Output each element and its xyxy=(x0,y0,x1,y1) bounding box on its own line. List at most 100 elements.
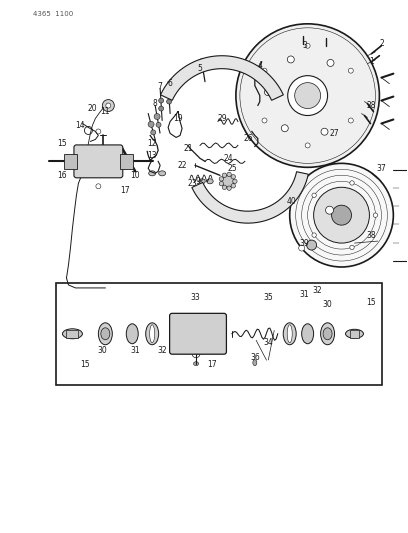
Circle shape xyxy=(326,206,334,214)
Text: 5: 5 xyxy=(197,64,202,73)
Circle shape xyxy=(350,245,354,249)
Polygon shape xyxy=(192,172,308,223)
Ellipse shape xyxy=(283,323,296,345)
Text: 30: 30 xyxy=(323,301,333,309)
Text: 23: 23 xyxy=(187,179,197,188)
Text: 9: 9 xyxy=(195,177,200,186)
Circle shape xyxy=(327,60,334,67)
Text: 31: 31 xyxy=(131,346,140,355)
Text: 37: 37 xyxy=(377,164,386,173)
Text: 20: 20 xyxy=(88,104,97,113)
Ellipse shape xyxy=(324,45,328,51)
Circle shape xyxy=(96,184,101,189)
Text: 33: 33 xyxy=(190,293,200,302)
Circle shape xyxy=(373,213,378,217)
Bar xyxy=(120,154,133,169)
Text: 31: 31 xyxy=(300,290,310,300)
Circle shape xyxy=(262,68,267,73)
Ellipse shape xyxy=(302,324,314,344)
Text: 38: 38 xyxy=(367,231,376,240)
Ellipse shape xyxy=(253,360,257,366)
Circle shape xyxy=(348,118,353,123)
Ellipse shape xyxy=(101,328,110,340)
Text: 26: 26 xyxy=(243,134,253,143)
Circle shape xyxy=(240,28,375,163)
Circle shape xyxy=(288,76,328,116)
Text: 29: 29 xyxy=(217,114,227,123)
Ellipse shape xyxy=(150,325,155,343)
Text: 10: 10 xyxy=(131,171,140,180)
Circle shape xyxy=(159,106,164,111)
Circle shape xyxy=(219,177,224,181)
Ellipse shape xyxy=(149,171,156,176)
Circle shape xyxy=(307,240,317,250)
Text: 14: 14 xyxy=(75,121,85,130)
Circle shape xyxy=(227,186,231,190)
Circle shape xyxy=(350,181,354,185)
Text: 32: 32 xyxy=(313,286,322,295)
Ellipse shape xyxy=(301,43,305,49)
Circle shape xyxy=(262,118,267,123)
Text: 36: 36 xyxy=(250,353,260,362)
Circle shape xyxy=(106,103,111,108)
Ellipse shape xyxy=(199,179,205,184)
Circle shape xyxy=(102,100,114,111)
Circle shape xyxy=(287,56,294,63)
Circle shape xyxy=(199,59,205,64)
Circle shape xyxy=(166,99,172,104)
Text: 13: 13 xyxy=(147,151,157,160)
Circle shape xyxy=(219,181,224,186)
Text: 11: 11 xyxy=(101,107,110,116)
Bar xyxy=(55,283,382,385)
Circle shape xyxy=(321,128,328,135)
Circle shape xyxy=(264,88,271,95)
Circle shape xyxy=(332,205,352,225)
Bar xyxy=(67,330,78,338)
Text: 22: 22 xyxy=(177,161,187,170)
Text: 39: 39 xyxy=(300,239,310,248)
Text: 35: 35 xyxy=(263,293,273,302)
Bar xyxy=(64,154,78,169)
Circle shape xyxy=(299,245,305,251)
Circle shape xyxy=(159,98,164,103)
Circle shape xyxy=(281,125,288,132)
Text: 40: 40 xyxy=(287,197,297,206)
Text: 4365  1100: 4365 1100 xyxy=(33,11,73,17)
Circle shape xyxy=(348,68,353,73)
Circle shape xyxy=(312,233,316,237)
Circle shape xyxy=(156,122,161,127)
Text: 34: 34 xyxy=(263,338,273,347)
Ellipse shape xyxy=(193,362,199,366)
Ellipse shape xyxy=(146,323,159,345)
Text: 15: 15 xyxy=(367,298,376,308)
Text: 18: 18 xyxy=(111,147,120,156)
Circle shape xyxy=(231,175,235,179)
Ellipse shape xyxy=(62,329,82,339)
Circle shape xyxy=(96,129,101,134)
Circle shape xyxy=(295,83,321,109)
Text: 17: 17 xyxy=(120,186,130,195)
Circle shape xyxy=(222,175,234,187)
Text: 16: 16 xyxy=(58,171,67,180)
Ellipse shape xyxy=(98,323,112,345)
Circle shape xyxy=(222,185,226,190)
Text: 25: 25 xyxy=(227,164,237,173)
Ellipse shape xyxy=(207,179,213,184)
Text: 28: 28 xyxy=(367,101,376,110)
Circle shape xyxy=(312,193,316,197)
FancyBboxPatch shape xyxy=(170,313,226,354)
Ellipse shape xyxy=(321,323,335,345)
Circle shape xyxy=(154,114,160,119)
Text: 24: 24 xyxy=(223,154,233,163)
Polygon shape xyxy=(160,56,284,100)
Text: 19: 19 xyxy=(173,114,183,123)
Circle shape xyxy=(314,187,369,243)
Ellipse shape xyxy=(287,113,299,122)
Text: 30: 30 xyxy=(98,346,107,355)
Circle shape xyxy=(227,172,231,176)
Circle shape xyxy=(151,130,156,135)
Bar xyxy=(350,330,359,338)
FancyBboxPatch shape xyxy=(74,145,123,178)
Text: 15: 15 xyxy=(58,139,67,148)
Ellipse shape xyxy=(126,324,138,344)
